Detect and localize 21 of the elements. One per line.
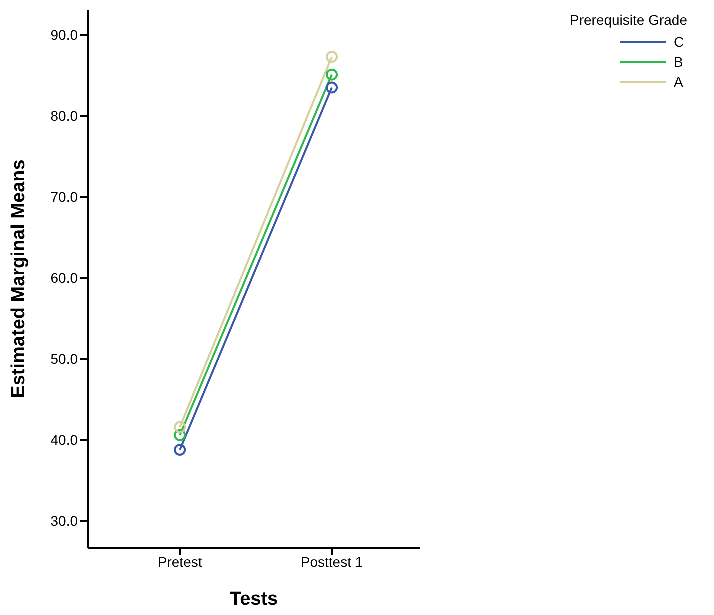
legend-label: A xyxy=(674,74,684,90)
point xyxy=(174,429,186,442)
legend-label: B xyxy=(674,54,684,70)
legend-label: C xyxy=(674,34,684,50)
x-axis-title: Tests xyxy=(230,589,278,610)
x-tick-label: Posttest 1 xyxy=(300,554,364,570)
y-tick-label: 40.0 xyxy=(50,432,78,448)
y-tick-label: 50.0 xyxy=(50,351,78,368)
x-tick-label: Pretest xyxy=(158,554,202,570)
point xyxy=(326,50,338,63)
point xyxy=(326,68,338,81)
y-tick-label: 90.0 xyxy=(50,27,78,44)
legend-title: Prerequisite Grade xyxy=(570,12,689,28)
y-axis-title: Estimated Marginal Means xyxy=(8,160,30,398)
y-tick-label: 70.0 xyxy=(50,189,78,206)
y-tick-label: 60.0 xyxy=(50,270,78,286)
y-tick-label: 80.0 xyxy=(50,108,78,124)
point xyxy=(326,82,338,94)
point xyxy=(174,421,186,434)
point xyxy=(174,444,186,456)
y-tick-label: 30.0 xyxy=(50,513,78,530)
